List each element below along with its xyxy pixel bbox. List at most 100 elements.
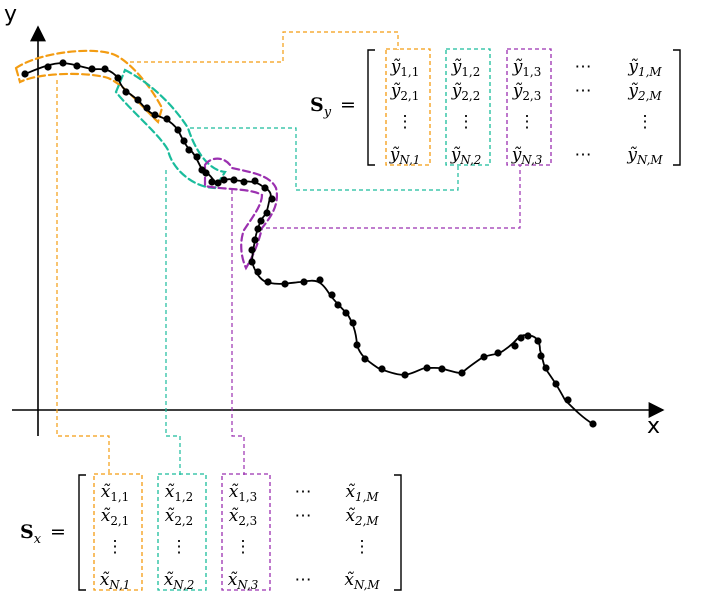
matrix-y-col2-box	[445, 48, 491, 166]
trajectory-point	[300, 278, 308, 286]
matrix-y-cells: ỹ1,1 ỹ1,2 ỹ1,3 ⋯ ỹ1,M ỹ2,1 ỹ2,2 ỹ2,3 ⋯ ỹ2…	[389, 57, 664, 167]
matrix-cell: x̃2,2	[165, 506, 194, 528]
trajectory-point	[180, 137, 188, 145]
trajectory-points	[21, 59, 597, 428]
trajectory-point	[494, 349, 502, 357]
matrix-y-left-bracket	[367, 49, 375, 166]
matrix-cell: ỹN,1	[389, 145, 421, 167]
matrix-cell: x̃1,2	[165, 482, 194, 504]
matrix-cell: ỹN,M	[626, 145, 663, 167]
trajectory-point	[143, 104, 151, 112]
matrix-cell: ⋯	[295, 570, 312, 590]
trajectory-point	[114, 74, 122, 82]
trajectory-point	[349, 319, 357, 327]
trajectory-point	[589, 420, 597, 428]
matrix-x-left-bracket	[78, 474, 86, 591]
matrix-x-right-bracket	[394, 474, 402, 591]
matrix-cell: ỹ2,3	[512, 81, 542, 103]
matrix-cell: ỹ1,3	[512, 57, 542, 79]
matrix-x: Sx = x̃1,1 x̃1,2 x̃1,3 ⋯ x̃1,M x̃2,1 x̃2,2 x̃2,…	[20, 473, 402, 592]
trajectory-point	[261, 184, 269, 192]
matrix-y: Sy = ỹ1,1 ỹ1,2 ỹ1,3 ⋯ ỹ1,M ỹ2,1 ỹ2,2 ỹ2,…	[310, 48, 681, 167]
trajectory-point	[257, 217, 265, 225]
matrix-cell: x̃N,1	[100, 570, 131, 592]
matrix-cell: x̃2,M	[345, 506, 379, 528]
trajectory-point	[174, 126, 182, 134]
trajectory-point	[334, 301, 342, 309]
y-axis-label: y	[4, 2, 17, 27]
trajectory-point	[151, 111, 159, 119]
trajectory-point	[328, 291, 336, 299]
trajectory-point	[134, 96, 142, 104]
trajectory-point	[220, 176, 228, 184]
trajectory-point	[251, 236, 259, 244]
matrix-cell: x̃2,1	[101, 506, 130, 528]
trajectory-point	[423, 364, 431, 372]
matrix-cell: ⋮	[397, 112, 414, 132]
connector-x-col2	[165, 170, 181, 475]
matrix-y-col3-box	[506, 48, 552, 166]
trajectory-point	[263, 209, 271, 217]
connector-x-col3	[231, 190, 245, 475]
trajectory-point	[316, 276, 324, 284]
matrix-x-cells: x̃1,1 x̃1,2 x̃1,3 ⋯ x̃1,M x̃2,1 x̃2,2 x̃2,3 ⋯ x̃2…	[100, 482, 381, 592]
segment-2-highlight	[114, 68, 227, 190]
matrix-cell: ⋯	[295, 506, 312, 526]
matrix-cell: ỹ2,M	[627, 81, 662, 103]
matrix-cell: ⋯	[575, 145, 592, 165]
trajectory-point	[511, 342, 519, 350]
trajectory-point	[537, 352, 545, 360]
matrix-cell: x̃N,M	[344, 570, 380, 592]
trajectory-point	[438, 365, 446, 373]
matrix-cell: ỹ2,1	[390, 81, 420, 103]
connector-y-col3	[266, 165, 521, 229]
matrix-cell: ⋮	[354, 537, 371, 557]
matrix-cell: x̃1,M	[345, 482, 379, 504]
segment-highlights	[14, 49, 278, 271]
connector-lines	[56, 31, 521, 475]
trajectory-point	[342, 309, 350, 317]
matrix-y-col1-box	[385, 48, 431, 166]
trajectory-point	[208, 178, 216, 186]
matrix-cell: ⋯	[575, 81, 592, 101]
x-axis-label: x	[647, 414, 660, 439]
trajectory-point	[248, 258, 256, 266]
matrix-cell: ỹN,2	[450, 145, 482, 167]
matrix-cell: x̃1,3	[229, 482, 258, 504]
trajectory-point	[73, 62, 81, 70]
matrix-y-label: Sy	[310, 94, 332, 120]
matrix-x-equals: =	[50, 521, 66, 543]
connector-x-col1	[56, 80, 110, 475]
trajectory-point	[122, 88, 130, 96]
trajectory-point	[517, 334, 525, 342]
trajectory-point	[240, 178, 248, 186]
trajectory-point	[101, 65, 109, 73]
trajectory-point	[264, 278, 272, 286]
trajectory-point	[254, 225, 262, 233]
trajectory-point	[361, 355, 369, 363]
matrix-cell: x̃1,1	[101, 482, 130, 504]
matrix-y-equals: =	[340, 94, 356, 116]
segment-1-highlight	[14, 49, 164, 125]
trajectory-curve	[24, 62, 594, 425]
trajectory-point	[44, 63, 52, 71]
trajectory-point	[534, 337, 542, 345]
matrix-x-label: Sx	[20, 521, 42, 547]
trajectory-point	[524, 332, 532, 340]
trajectory-point	[281, 280, 289, 288]
trajectory-point	[552, 380, 560, 388]
trajectory-point	[353, 341, 361, 349]
matrix-x-col1-box	[93, 473, 143, 591]
matrix-cell: ⋮	[171, 537, 188, 557]
matrix-y-right-bracket	[673, 49, 681, 166]
matrix-cell: ⋯	[295, 482, 312, 502]
trajectory-point	[254, 268, 262, 276]
trajectory-point	[378, 365, 386, 373]
trajectory-point	[214, 179, 222, 187]
matrix-cell: x̃2,3	[229, 506, 258, 528]
matrix-cell: ⋯	[575, 57, 592, 77]
trajectory-point	[193, 153, 201, 161]
trajectory-point	[401, 371, 409, 379]
matrix-cell: ỹ1,M	[627, 57, 662, 79]
